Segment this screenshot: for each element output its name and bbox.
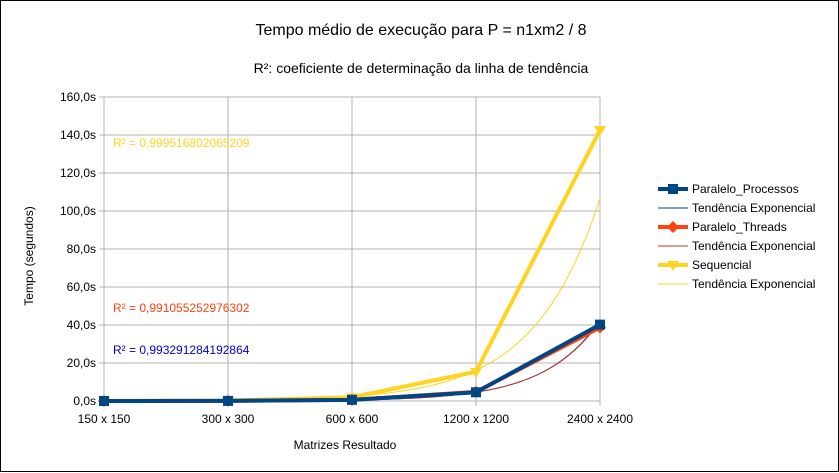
x-tick-label: 2400 x 2400 <box>567 412 633 426</box>
y-tick-label: 120,0s <box>60 166 96 180</box>
y-tick-label: 80,0s <box>67 242 96 256</box>
data-point-sequencial <box>594 126 606 137</box>
annotation-layer: R² = 0,999516802065209 R² = 0,99105525297… <box>113 136 250 357</box>
chart-subtitle: R²: coeficiente de determinação da linha… <box>254 60 589 76</box>
x-axis-title: Matrizes Resultado <box>294 438 397 452</box>
data-point-paralelo-processos <box>99 396 109 406</box>
legend-label: Paralelo_Processos <box>692 182 799 196</box>
x-tick-label: 300 x 300 <box>202 412 255 426</box>
x-tick-label: 1200 x 1200 <box>443 412 509 426</box>
data-point-paralelo-processos <box>471 387 481 398</box>
axis-layer: 0,0s 20,0s 40,0s 60,0s 80,0s 100,0s 120,0s 140,… <box>60 90 633 426</box>
y-tick-label: 20,0s <box>67 356 96 370</box>
series-layer <box>98 126 606 407</box>
data-point-paralelo-processos <box>347 394 357 405</box>
legend-label: Tendência Exponencial <box>692 201 815 215</box>
grid-layer <box>103 96 601 402</box>
r-squared-annotation-paralelo-processos: R² = 0,993291284192864 <box>113 343 250 357</box>
y-tick-label: 0,0s <box>73 394 96 408</box>
y-tick-label: 100,0s <box>60 204 96 218</box>
r-squared-annotation-paralelo-threads: R² = 0,991055252976302 <box>113 301 250 315</box>
legend-marker <box>668 184 678 194</box>
y-axis-title: Tempo (segundos) <box>22 206 36 305</box>
legend-marker <box>667 261 679 271</box>
legend: Paralelo_Processos Tendência Exponencial P… <box>658 182 815 291</box>
x-tick-label: 150 x 150 <box>78 412 131 426</box>
y-tick-label: 40,0s <box>67 318 96 332</box>
y-tick-label: 60,0s <box>67 280 96 294</box>
data-point-sequencial <box>470 367 482 378</box>
y-tick-label: 160,0s <box>60 90 96 104</box>
data-point-paralelo-processos <box>595 319 605 330</box>
legend-label: Tendência Exponencial <box>692 277 815 291</box>
data-point-paralelo-processos <box>223 395 233 406</box>
legend-label: Sequencial <box>692 258 751 272</box>
legend-label: Tendência Exponencial <box>692 239 815 253</box>
x-tick-label: 600 x 600 <box>326 412 379 426</box>
y-tick-label: 140,0s <box>60 128 96 142</box>
legend-marker <box>667 221 679 233</box>
r-squared-annotation-sequencial: R² = 0,999516802065209 <box>113 136 250 150</box>
legend-label: Paralelo_Threads <box>692 220 787 234</box>
chart-title: Tempo médio de execução para P = n1xm2 /… <box>255 22 586 39</box>
